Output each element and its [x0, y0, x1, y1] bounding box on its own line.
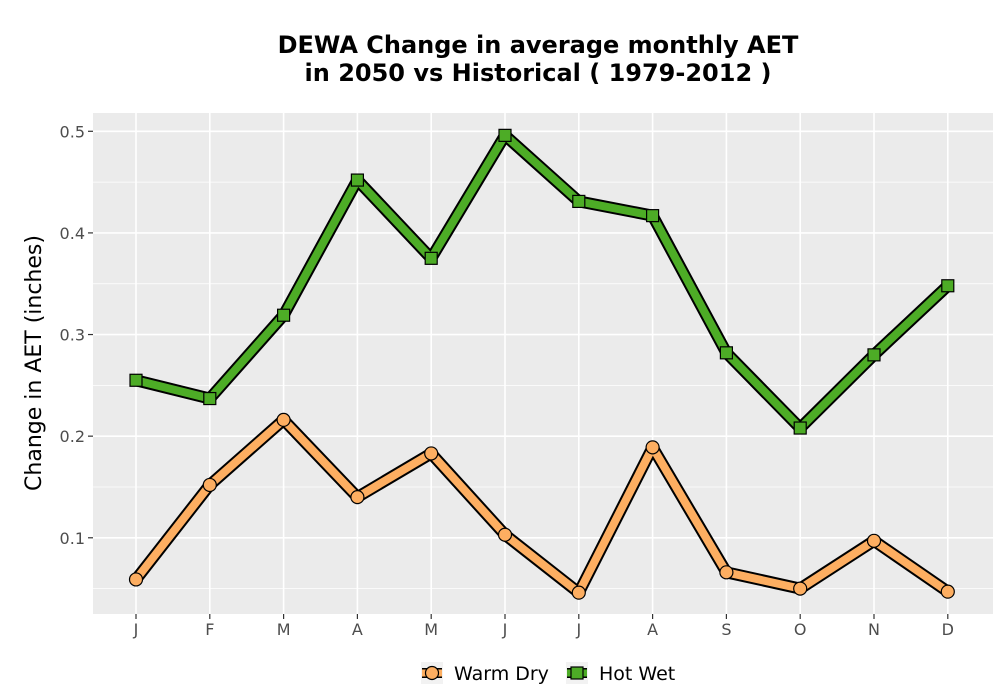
x-tick-label: A: [647, 620, 658, 639]
x-tick-label: J: [133, 620, 139, 639]
legend: Warm Dry Hot Wet: [421, 662, 675, 685]
warm-dry-point: [571, 585, 586, 600]
y-tick-label: 0.4: [60, 224, 85, 243]
warm-dry-point: [719, 565, 734, 580]
hot-wet-point: [645, 209, 660, 223]
warm-dry-point: [350, 490, 365, 505]
hot-wet-point: [941, 279, 955, 293]
x-tick-label: F: [205, 620, 214, 639]
y-tick-label: 0.2: [60, 427, 85, 446]
hot-wet-line: [132, 131, 952, 433]
hot-wet-point: [572, 194, 586, 209]
hot-wet-point: [719, 346, 734, 360]
hot-wet-legend-label: Hot Wet: [599, 663, 675, 685]
warm-dry-point: [276, 412, 291, 428]
x-tick-label: O: [794, 620, 807, 639]
warm-dry-point: [940, 584, 955, 599]
warm-dry-legend-label: Warm Dry: [454, 663, 549, 685]
warm-dry-point: [793, 581, 808, 596]
warm-dry-line: [132, 415, 952, 597]
chart-title-line1: DEWA Change in average monthly AET: [278, 31, 799, 59]
warm-dry-legend-marker: [424, 665, 440, 681]
x-tick-label: J: [575, 620, 581, 639]
x-tick-label: D: [942, 620, 954, 639]
major-gridlines: [93, 113, 993, 614]
series-layer: [128, 128, 955, 600]
chart-title-line2: in 2050 vs Historical ( 1979-2012 ): [305, 59, 772, 87]
hot-wet-point: [793, 421, 807, 435]
x-tick-label: A: [352, 620, 363, 639]
hot-wet-point: [277, 308, 291, 322]
y-tick-label: 0.1: [60, 529, 85, 548]
hot-wet-point: [867, 348, 881, 362]
warm-dry-point: [497, 527, 513, 542]
x-tick-label: M: [277, 620, 291, 639]
x-tick-label: M: [424, 620, 438, 639]
hot-wet-legend-marker: [570, 666, 584, 680]
hot-wet-point: [350, 173, 364, 187]
y-axis-label: Change in AET (inches): [22, 235, 47, 491]
warm-dry-point: [128, 572, 144, 587]
hot-wet-point: [203, 391, 217, 406]
x-tick-label: J: [502, 620, 508, 639]
warm-dry-point: [202, 477, 217, 493]
y-tick-label: 0.3: [60, 326, 85, 345]
x-tick-label: S: [721, 620, 731, 639]
warm-dry-point: [645, 440, 660, 455]
hot-wet-point: [129, 373, 143, 387]
y-axis-ticks: 0.1 0.2 0.3 0.4 0.5: [60, 122, 93, 548]
warm-dry-point: [866, 533, 882, 548]
hot-wet-point: [498, 128, 512, 142]
hot-wet-point: [424, 251, 438, 265]
y-tick-label: 0.5: [60, 122, 85, 141]
warm-dry-point: [424, 446, 439, 461]
x-tick-label: N: [868, 620, 880, 639]
